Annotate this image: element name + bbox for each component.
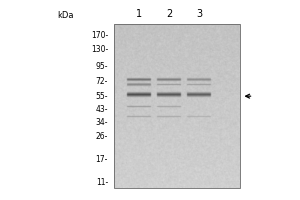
Text: 34-: 34- bbox=[95, 118, 108, 127]
Text: 26-: 26- bbox=[96, 132, 108, 141]
Text: 17-: 17- bbox=[96, 155, 108, 164]
Text: kDa: kDa bbox=[58, 11, 74, 20]
Bar bbox=[114, 24, 240, 188]
Text: 2: 2 bbox=[167, 9, 172, 19]
Text: 170-: 170- bbox=[91, 31, 108, 40]
Text: 1: 1 bbox=[136, 9, 142, 19]
Text: 3: 3 bbox=[196, 9, 202, 19]
Text: 72-: 72- bbox=[96, 77, 108, 86]
Text: 130-: 130- bbox=[91, 45, 108, 54]
Text: 43-: 43- bbox=[95, 105, 108, 114]
Text: 55-: 55- bbox=[95, 92, 108, 101]
Text: 11-: 11- bbox=[96, 178, 108, 187]
Text: 95-: 95- bbox=[95, 62, 108, 71]
